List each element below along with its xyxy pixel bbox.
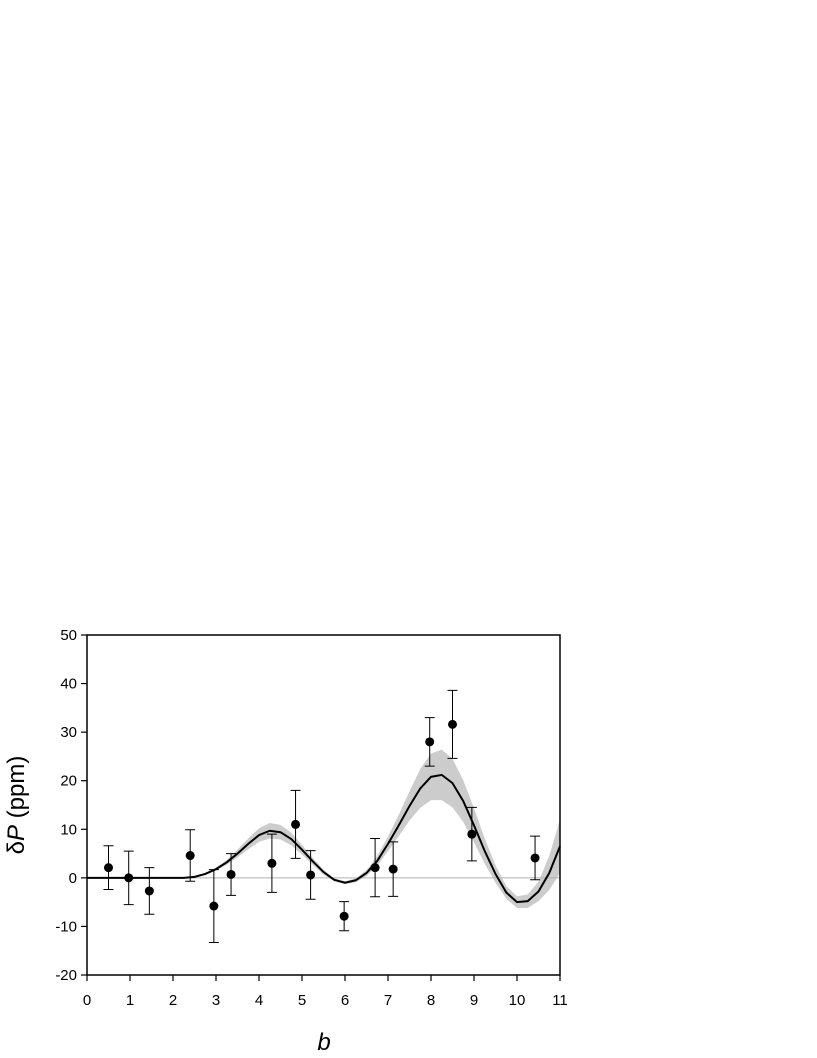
data-point	[209, 901, 219, 911]
y-axis-label: δP (ppm)	[3, 756, 30, 855]
x-tick-label: 10	[509, 992, 526, 1009]
x-tick-label: 3	[212, 992, 220, 1009]
x-axis-label: b	[317, 1029, 330, 1056]
data-point	[339, 911, 349, 921]
x-tick-label: 1	[126, 992, 134, 1009]
x-tick-label: 0	[83, 992, 91, 1009]
y-tick-label: 30	[60, 724, 77, 741]
fit-line	[87, 773, 561, 904]
x-tick-label: 6	[341, 992, 349, 1009]
x-tick-label: 2	[169, 992, 177, 1009]
data-point	[124, 873, 134, 883]
data-point	[306, 870, 316, 880]
data-point	[370, 863, 380, 873]
y-tick-label: 50	[60, 627, 77, 644]
x-tick-label: 11	[552, 992, 568, 1009]
y-label-part: (ppm)	[3, 756, 30, 825]
data-point	[267, 858, 277, 868]
data-point	[530, 853, 540, 863]
x-tick-label: 8	[427, 992, 435, 1009]
y-tick-label: 20	[60, 773, 77, 790]
data-point	[291, 819, 301, 829]
x-tick-label: 4	[255, 992, 263, 1009]
y-tick-label: -20	[55, 967, 77, 984]
x-tick-label: 9	[470, 992, 478, 1009]
confidence-band	[87, 749, 560, 908]
data-point	[467, 829, 477, 839]
y-label-part: δ	[3, 841, 30, 854]
data-point	[185, 851, 195, 861]
data-point	[448, 719, 457, 729]
plot-frame	[86, 634, 561, 976]
data-point	[226, 869, 236, 879]
data-point	[144, 886, 154, 896]
data-point	[388, 864, 398, 874]
x-tick-label: 7	[384, 992, 392, 1009]
data-point	[104, 863, 113, 873]
y-label-part: P	[3, 825, 30, 841]
y-tick-label: -10	[55, 918, 77, 935]
y-tick-label: 0	[69, 870, 77, 887]
x-tick-label: 5	[298, 992, 306, 1009]
data-point	[425, 737, 435, 747]
y-tick-label: 40	[60, 676, 77, 693]
y-tick-label: 10	[60, 821, 77, 838]
